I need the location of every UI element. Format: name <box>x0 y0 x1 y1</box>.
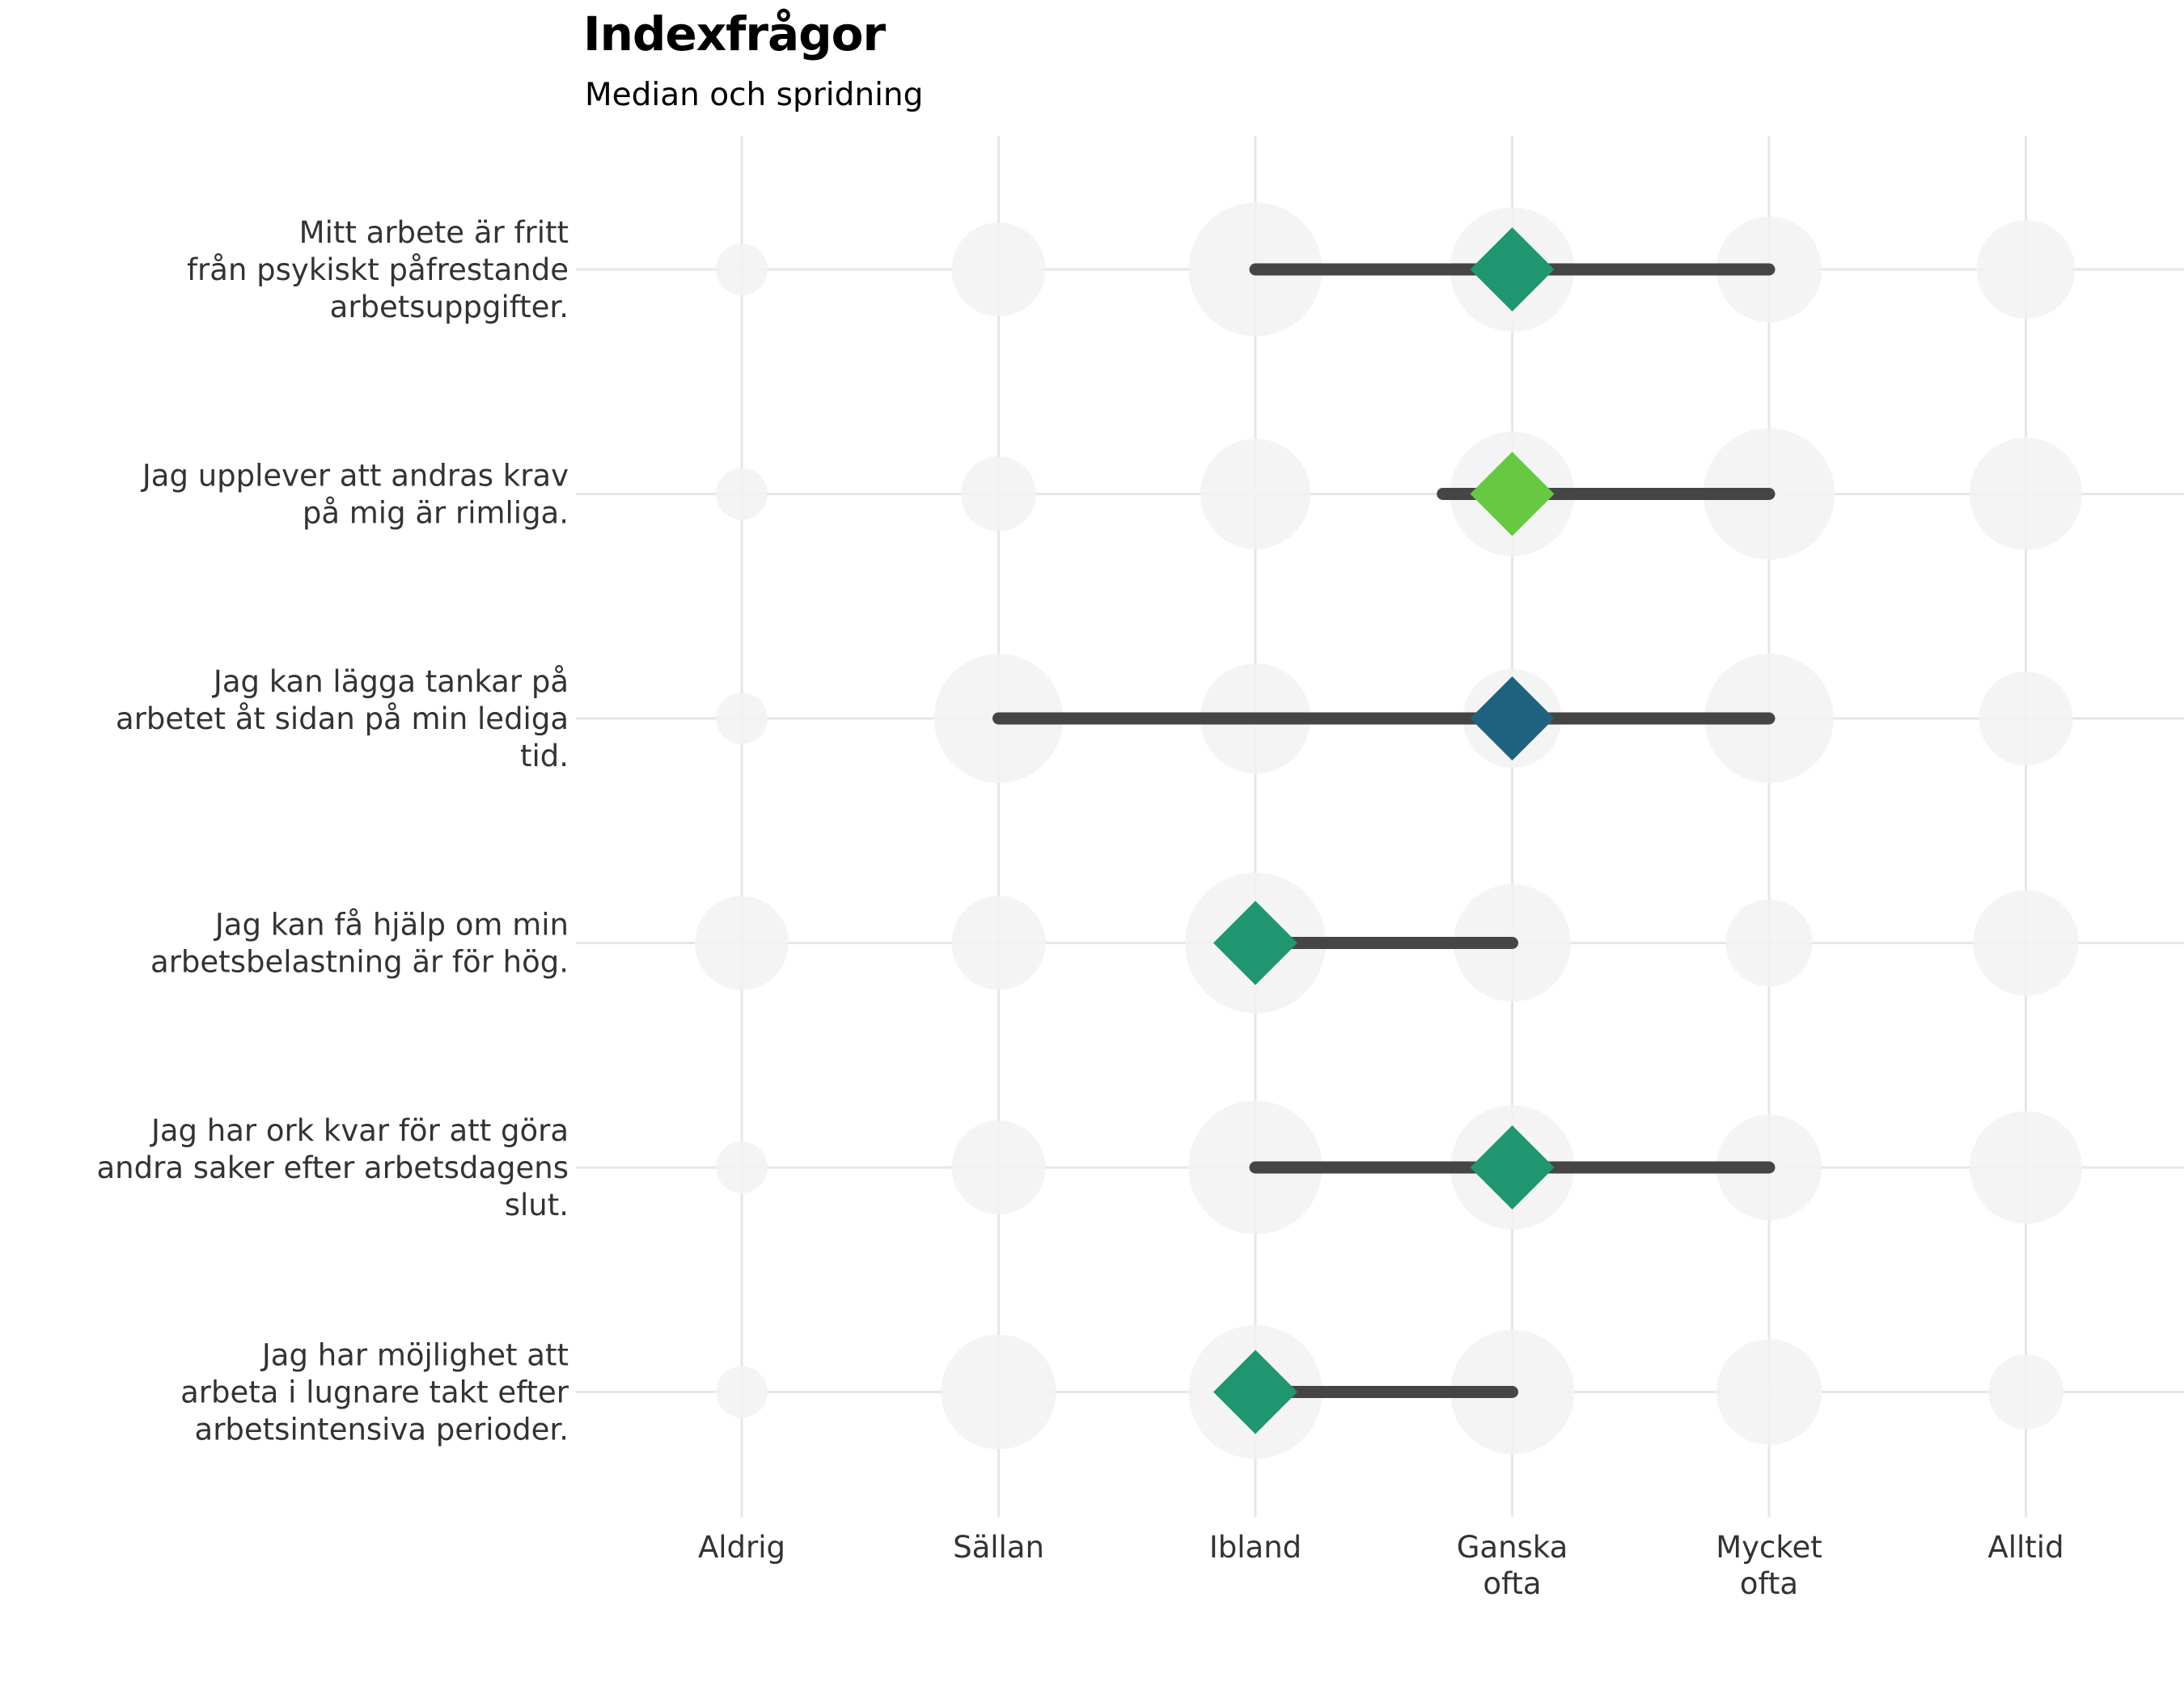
question-label: Jag har ork kvar för att göra andra saker… <box>97 1113 569 1222</box>
question-label-line: Jag kan lägga tankar på <box>212 664 569 699</box>
response-bubble <box>1979 672 2073 765</box>
question-label-line: arbetsuppgifter. <box>330 290 569 324</box>
question-label: Jag kan få hjälp om min arbetsbelastning … <box>150 907 569 979</box>
x-tick-label-line: Mycket <box>1716 1530 1822 1565</box>
response-bubble <box>951 896 1046 990</box>
x-tick-label-line: Sällan <box>953 1530 1044 1565</box>
response-bubble <box>716 244 768 295</box>
response-bubble <box>1976 220 2076 319</box>
question-label: Jag har möjlighet att arbeta i lugnare ta… <box>180 1337 569 1447</box>
response-bubble <box>716 1142 768 1193</box>
question-label: Jag upplever att andras krav på mig är ri… <box>141 458 569 530</box>
median-marker <box>1470 451 1555 536</box>
question-labels: Mitt arbete är fritt från psykiskt påfres… <box>97 215 569 1447</box>
median-marker <box>1470 676 1555 761</box>
question-label-line: andra saker efter arbetsdagens <box>97 1150 569 1185</box>
question-label-line: arbetsintensiva perioder. <box>195 1412 569 1447</box>
response-bubble <box>951 1121 1046 1214</box>
x-tick-label: Ganska ofta <box>1457 1530 1568 1601</box>
question-label-line: Jag har ork kvar för att göra <box>150 1113 569 1148</box>
question-label-line: tid. <box>520 739 569 773</box>
question-label-line: Jag har möjlighet att <box>260 1337 569 1372</box>
question-label: Mitt arbete är fritt från psykiskt påfres… <box>187 215 569 324</box>
question-label-line: arbetet åt sidan på min lediga <box>116 701 569 736</box>
grid-layer <box>576 136 2184 1517</box>
question-label-line: från psykiskt påfrestande <box>187 252 569 287</box>
x-tick-label: Aldrig <box>698 1530 785 1565</box>
response-bubble <box>941 1334 1056 1450</box>
response-bubble <box>1969 437 2083 551</box>
median-marker <box>1213 1349 1297 1434</box>
median-marker <box>1470 1125 1555 1210</box>
median-markers-layer <box>1213 227 1555 1434</box>
question-label-line: slut. <box>505 1188 569 1222</box>
chart-title: Indexfrågor <box>583 6 886 61</box>
response-bubble <box>1725 899 1813 987</box>
response-bubble <box>716 468 768 520</box>
x-tick-label: Alltid <box>1987 1530 2063 1565</box>
response-bubble <box>961 456 1036 532</box>
range-lines-layer <box>993 263 1776 1398</box>
question-label-line: arbeta i lugnare takt efter <box>180 1375 569 1409</box>
bubbles-layer <box>695 202 2083 1460</box>
chart-subtitle: Median och spridning <box>585 77 924 113</box>
x-tick-label-line: Alltid <box>1987 1530 2063 1565</box>
response-bubble <box>695 896 789 990</box>
response-bubble <box>1969 1111 2083 1224</box>
response-bubble <box>1200 439 1311 549</box>
question-label-line: arbetsbelastning är för hög. <box>150 944 569 979</box>
response-bubble <box>951 222 1046 316</box>
x-tick-label: Mycket ofta <box>1716 1530 1822 1601</box>
x-tick-label-line: Ibland <box>1209 1530 1302 1565</box>
x-tick-label: Ibland <box>1209 1530 1302 1565</box>
response-bubble <box>716 693 768 744</box>
x-tick-label-line: Ganska <box>1457 1530 1568 1565</box>
x-tick-label-line: Aldrig <box>698 1530 785 1565</box>
question-label-line: Mitt arbete är fritt <box>299 215 569 250</box>
x-tick-label: Sällan <box>953 1530 1044 1565</box>
response-bubble <box>716 1366 768 1418</box>
question-label-line: Jag kan få hjälp om min <box>214 907 569 942</box>
response-bubble <box>1973 890 2079 996</box>
x-tick-label-line: ofta <box>1483 1566 1541 1601</box>
x-tick-label-line: ofta <box>1740 1566 1798 1601</box>
question-label: Jag kan lägga tankar på arbetet åt sidan … <box>116 664 569 773</box>
response-bubble <box>1988 1354 2063 1430</box>
median-marker <box>1470 227 1555 311</box>
question-label-line: på mig är rimliga. <box>303 495 569 530</box>
response-bubble <box>1716 1339 1822 1445</box>
question-label-line: Jag upplever att andras krav <box>141 458 569 493</box>
median-marker <box>1213 900 1297 985</box>
